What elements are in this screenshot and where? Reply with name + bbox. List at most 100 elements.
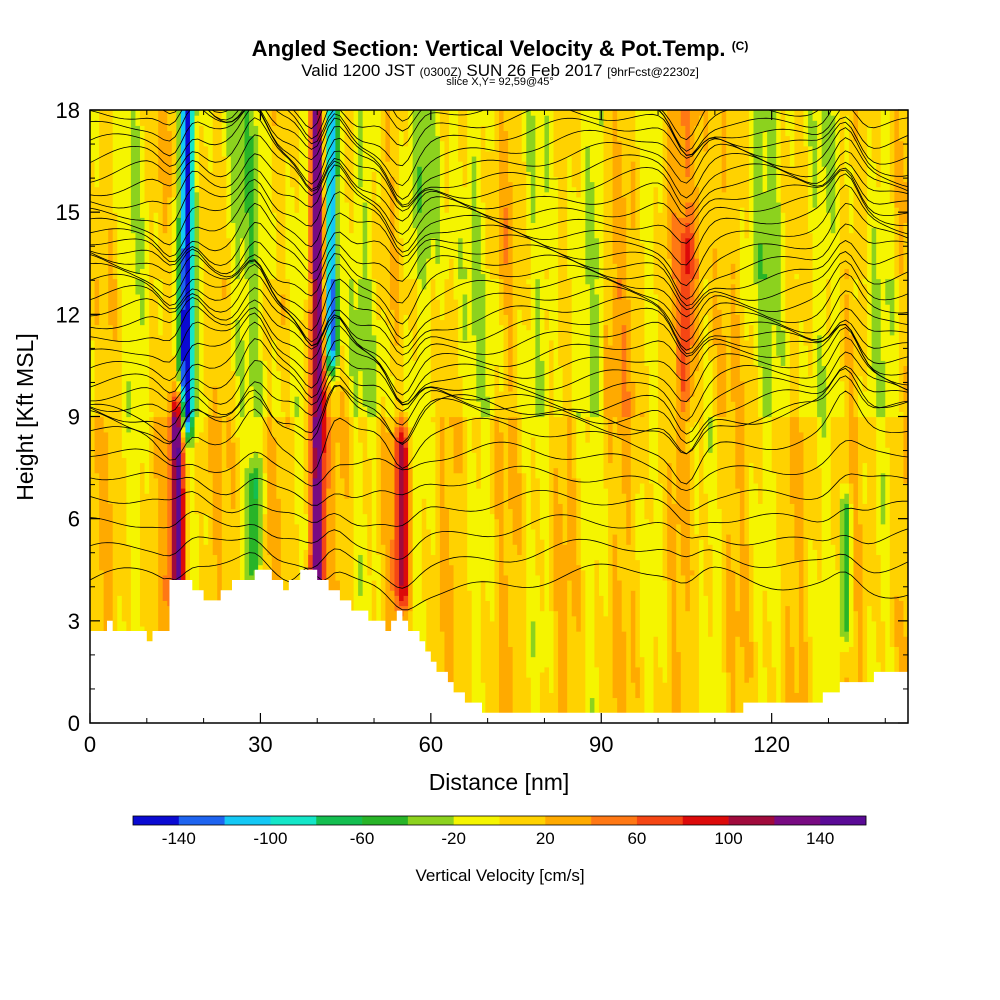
field-cell	[871, 110, 877, 162]
field-cell	[689, 426, 696, 448]
field-cell	[898, 110, 905, 142]
field-cell	[176, 406, 182, 418]
y-tick-label: 12	[56, 302, 80, 327]
field-cell	[499, 324, 505, 392]
theta-contour	[90, 260, 908, 340]
field-cell	[521, 472, 527, 723]
field-cell	[694, 533, 700, 723]
field-cell	[321, 390, 327, 453]
field-cell	[253, 125, 259, 418]
field-cell	[171, 411, 177, 418]
field-cell	[303, 549, 309, 576]
field-cell	[508, 110, 514, 183]
field-cell	[135, 278, 141, 295]
field-cell	[530, 110, 536, 116]
x-tick-label: 60	[419, 732, 443, 757]
field-cell	[798, 416, 805, 433]
field-cell	[739, 304, 745, 382]
field-cell	[403, 610, 409, 627]
field-cell	[144, 493, 150, 723]
field-cell	[671, 278, 677, 336]
field-cell	[517, 110, 523, 310]
field-cell	[876, 186, 882, 280]
field-cell	[858, 416, 864, 525]
field-cell	[421, 110, 427, 290]
field-cell	[708, 360, 714, 418]
theta-contour	[90, 321, 908, 405]
field-cell	[112, 339, 118, 704]
field-cell	[430, 421, 436, 556]
field-cell	[330, 416, 336, 719]
field-cell	[630, 380, 636, 418]
y-tick-label: 9	[68, 405, 80, 430]
field-cell	[480, 682, 486, 723]
field-cell	[885, 278, 891, 305]
field-cell	[394, 436, 400, 596]
field-cell	[839, 498, 845, 637]
field-cell	[358, 442, 364, 556]
field-cell	[226, 155, 232, 239]
field-cell	[712, 247, 718, 280]
field-cell	[167, 196, 173, 392]
field-cell	[94, 324, 100, 418]
field-cell	[139, 110, 146, 126]
field-cell	[758, 416, 764, 504]
field-cell	[830, 544, 836, 723]
field-cell	[280, 110, 287, 295]
field-cell	[344, 110, 350, 203]
colorbar-tick-label: -100	[253, 829, 287, 848]
field-cell	[898, 600, 905, 723]
field-cell	[485, 110, 491, 152]
field-cell	[539, 360, 546, 418]
field-cell	[762, 416, 768, 591]
field-cell	[744, 339, 750, 545]
field-cell	[703, 595, 709, 723]
field-cell	[230, 222, 237, 372]
field-cell	[349, 416, 355, 723]
field-cell	[467, 110, 473, 591]
field-cell	[862, 390, 868, 418]
field-cell	[480, 273, 486, 418]
field-cell	[553, 467, 559, 612]
field-cell	[371, 334, 377, 418]
field-cell	[903, 181, 908, 223]
field-cell	[167, 130, 173, 198]
field-cell	[894, 207, 900, 280]
field-cell	[117, 288, 123, 596]
field-cell	[903, 222, 908, 367]
field-cell	[90, 110, 96, 162]
field-cell	[180, 401, 187, 412]
field-cell	[267, 278, 273, 418]
field-cell	[380, 110, 386, 310]
field-cell	[808, 375, 814, 418]
field-cell	[303, 513, 309, 550]
field-cell	[544, 268, 550, 280]
field-cell	[544, 329, 550, 668]
field-cell	[780, 110, 786, 213]
field-cell	[394, 416, 400, 428]
field-cell	[880, 472, 886, 525]
field-cell	[435, 263, 441, 300]
field-cell	[685, 176, 691, 203]
field-cell	[685, 222, 691, 239]
potential-temperature-contours	[90, 110, 908, 611]
field-cell	[312, 477, 318, 581]
field-cell	[439, 110, 446, 142]
field-cell	[426, 528, 432, 673]
field-cell	[271, 416, 277, 438]
field-cell	[394, 110, 400, 249]
field-cell	[321, 196, 327, 280]
field-cell	[889, 110, 895, 203]
field-cell	[171, 196, 177, 356]
field-cell	[903, 482, 908, 637]
field-cell	[544, 278, 550, 310]
field-cell	[321, 452, 327, 581]
field-cell	[312, 110, 318, 280]
colorbar-tick-label: 100	[714, 829, 742, 848]
field-cell	[512, 110, 518, 418]
field-cell	[853, 278, 859, 300]
field-cell	[176, 447, 182, 586]
theta-contour	[90, 307, 908, 396]
field-cell	[385, 110, 391, 162]
field-cell	[399, 237, 405, 412]
